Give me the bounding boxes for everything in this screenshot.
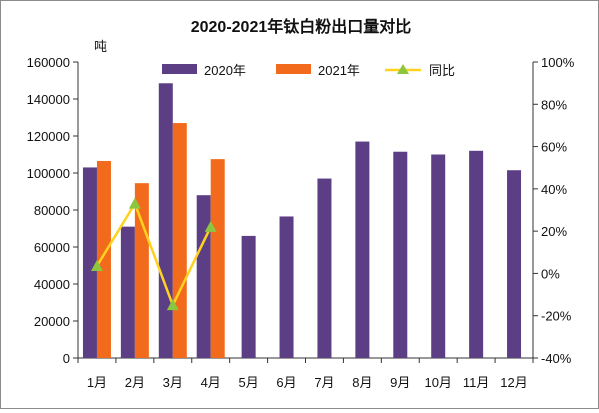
bar-2020 — [120, 226, 135, 358]
bar-2020 — [241, 235, 256, 358]
y-tick-label-left: 160000 — [27, 55, 70, 70]
x-tick-label: 8月 — [352, 375, 372, 390]
yoy-point — [128, 197, 141, 209]
x-tick-label: 12月 — [500, 375, 527, 390]
y-tick-label-right: -20% — [541, 309, 572, 324]
bar-2020 — [393, 151, 408, 358]
legend-label-yoy: 同比 — [429, 63, 455, 78]
y-tick-label-left: 80000 — [34, 203, 70, 218]
y-tick-label-left: 140000 — [27, 92, 70, 107]
x-tick-label: 5月 — [239, 375, 259, 390]
y-tick-label-right: 0% — [541, 266, 560, 281]
x-tick-label: 2月 — [125, 375, 145, 390]
y-tick-label-left: 40000 — [34, 277, 70, 292]
yoy-point — [166, 299, 179, 311]
bar-2021 — [96, 160, 111, 358]
y-tick-label-left: 60000 — [34, 240, 70, 255]
y-tick-label-left: 120000 — [27, 129, 70, 144]
yoy-point — [204, 220, 217, 232]
bar-2021 — [210, 159, 225, 358]
bar-2020 — [507, 170, 522, 358]
legend-label-2020: 2020年 — [204, 63, 246, 78]
legend: 2020年 2021年 同比 — [162, 63, 455, 78]
y-tick-label-right: 20% — [541, 224, 567, 239]
y-tick-label-left: 20000 — [34, 314, 70, 329]
y-tick-label-left: 0 — [63, 351, 70, 366]
x-tick-label: 3月 — [163, 375, 183, 390]
legend-swatch-2021 — [276, 64, 311, 74]
bar-2020 — [431, 154, 446, 358]
x-tick-label: 1月 — [87, 375, 107, 390]
y-tick-label-right: 80% — [541, 97, 567, 112]
chart-title: 2020-2021年钛白粉出口量对比 — [191, 17, 412, 36]
yoy-point — [90, 260, 103, 272]
legend-label-2021: 2021年 — [318, 63, 360, 78]
y-tick-label-right: 60% — [541, 140, 567, 155]
bar-2020 — [196, 195, 211, 358]
y-tick-label-right: 40% — [541, 182, 567, 197]
y-tick-label-right: -40% — [541, 351, 572, 366]
legend-swatch-2020 — [162, 64, 197, 74]
bar-2020 — [469, 150, 484, 358]
bar-2021 — [172, 123, 187, 358]
x-tick-label: 9月 — [390, 375, 410, 390]
bar-2020 — [279, 216, 294, 358]
y-tick-label-left: 100000 — [27, 166, 70, 181]
bar-2020 — [82, 167, 97, 358]
legend-marker-yoy — [397, 64, 409, 74]
y-tick-label-right: 100% — [541, 55, 575, 70]
bar-2021 — [134, 183, 149, 358]
bar-2020 — [355, 141, 370, 358]
x-tick-label: 11月 — [463, 375, 490, 390]
bar-2020 — [158, 83, 173, 359]
x-tick-label: 4月 — [201, 375, 221, 390]
x-tick-label: 7月 — [314, 375, 334, 390]
x-tick-label: 10月 — [424, 375, 451, 390]
yoy-line — [95, 200, 212, 309]
y-axis-unit-label: 吨 — [94, 39, 107, 54]
x-tick-label: 6月 — [276, 375, 296, 390]
bar-2020 — [317, 178, 332, 358]
